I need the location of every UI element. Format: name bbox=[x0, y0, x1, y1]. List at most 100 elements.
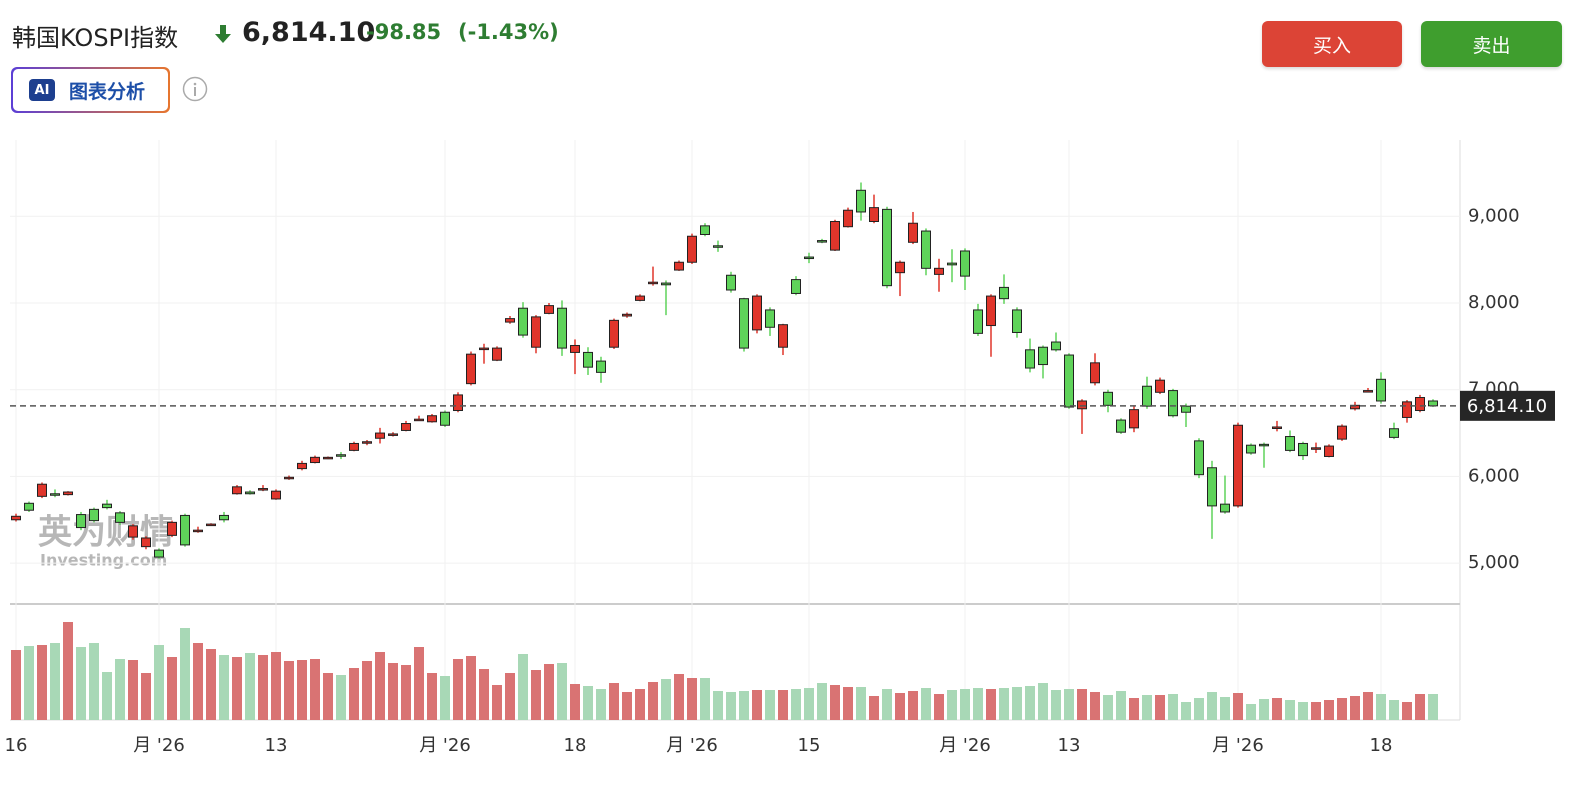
change-pct: (-1.43%) bbox=[458, 20, 559, 44]
x-tick-label: 13 bbox=[265, 735, 288, 756]
volume-bar bbox=[1103, 695, 1113, 720]
candle-body bbox=[1181, 405, 1191, 413]
volume-bar bbox=[570, 684, 580, 720]
sell-button[interactable]: 卖出 bbox=[1421, 21, 1562, 67]
volume-bar bbox=[1298, 702, 1308, 720]
candle-body bbox=[674, 261, 684, 271]
volume-bar bbox=[232, 657, 242, 720]
volume-bar bbox=[960, 689, 970, 720]
volume-bar bbox=[167, 657, 177, 720]
candle-body bbox=[180, 514, 190, 546]
candle-body bbox=[661, 282, 671, 286]
x-tick-label: 18 bbox=[564, 735, 587, 756]
candle-body bbox=[1337, 425, 1347, 440]
volume-bar bbox=[778, 690, 788, 720]
buy-button[interactable]: 买入 bbox=[1262, 21, 1402, 67]
volume-bar bbox=[1259, 699, 1269, 720]
volume-bar bbox=[635, 689, 645, 720]
candle-body bbox=[1207, 467, 1217, 507]
volume-bar bbox=[544, 664, 554, 720]
candle-body bbox=[726, 274, 736, 291]
candle-body bbox=[609, 319, 619, 348]
candle-body bbox=[713, 245, 723, 248]
watermark: 英为财情 bbox=[38, 513, 174, 553]
volume-bar bbox=[1116, 691, 1126, 720]
candle-body bbox=[1168, 390, 1178, 417]
volume-bar bbox=[531, 670, 541, 720]
volume-bar bbox=[1077, 689, 1087, 720]
candle-body bbox=[50, 493, 60, 496]
volume-bar bbox=[1363, 692, 1373, 720]
candle-body bbox=[492, 347, 502, 361]
x-tick-label: 月 '26 bbox=[1212, 735, 1264, 756]
volume-bar bbox=[24, 646, 34, 720]
candle-body bbox=[1415, 397, 1425, 412]
candle-body bbox=[141, 537, 151, 548]
candle-body bbox=[1233, 424, 1243, 507]
x-tick-label: 月 '26 bbox=[133, 735, 185, 756]
volume-bar bbox=[869, 696, 879, 720]
candle-body bbox=[336, 454, 346, 457]
candle-body bbox=[1402, 401, 1412, 418]
volume-bar bbox=[739, 691, 749, 720]
volume-bar bbox=[1233, 693, 1243, 720]
volume-bar bbox=[1337, 698, 1347, 720]
volume-bar bbox=[752, 690, 762, 720]
volume-bar bbox=[284, 661, 294, 720]
candle-body bbox=[622, 313, 632, 317]
volume-bar bbox=[947, 690, 957, 720]
candle-body bbox=[323, 456, 333, 460]
x-tick-label: 16 bbox=[5, 735, 28, 756]
volume-bar bbox=[362, 661, 372, 720]
candle-body bbox=[167, 521, 177, 536]
volume-bar bbox=[206, 649, 216, 720]
volume-bar bbox=[505, 673, 515, 720]
x-tick-label: 18 bbox=[1370, 735, 1393, 756]
ai-button[interactable]: AI 图表分析 bbox=[11, 67, 170, 113]
volume-bar bbox=[180, 628, 190, 720]
volume-bar bbox=[1246, 704, 1256, 720]
volume-bar bbox=[193, 643, 203, 720]
volume-bar bbox=[115, 659, 125, 720]
volume-bar bbox=[128, 660, 138, 720]
candle-body bbox=[310, 456, 320, 464]
candle-body bbox=[1090, 362, 1100, 384]
volume-bar bbox=[219, 655, 229, 720]
ai-badge: AI bbox=[29, 79, 55, 101]
volume-bar bbox=[401, 665, 411, 720]
candle-body bbox=[388, 433, 398, 436]
info-icon[interactable] bbox=[182, 76, 210, 104]
candle-body bbox=[11, 515, 21, 521]
candle-body bbox=[1038, 346, 1048, 366]
candle-body bbox=[154, 549, 164, 558]
candle-body bbox=[219, 514, 229, 521]
candle-body bbox=[700, 225, 710, 236]
volume-bar bbox=[1220, 697, 1230, 720]
candle-body bbox=[37, 483, 47, 497]
volume-bar bbox=[856, 687, 866, 720]
candle-body bbox=[830, 221, 840, 251]
volume-bar bbox=[1038, 683, 1048, 720]
candle-body bbox=[960, 250, 970, 277]
volume-bar bbox=[1064, 689, 1074, 720]
candle-body bbox=[479, 347, 489, 351]
candle-body bbox=[453, 394, 463, 412]
candle-body bbox=[1311, 447, 1321, 450]
candle-body bbox=[63, 491, 73, 496]
x-tick-label: 月 '26 bbox=[666, 735, 718, 756]
volume-bar bbox=[492, 685, 502, 720]
volume-bar bbox=[973, 688, 983, 720]
candle-body bbox=[1246, 444, 1256, 454]
volume-bar bbox=[882, 689, 892, 720]
candle-body bbox=[297, 462, 307, 470]
candle-body bbox=[401, 423, 411, 431]
candle-body bbox=[882, 208, 892, 287]
x-tick-label: 月 '26 bbox=[939, 735, 991, 756]
candle-body bbox=[232, 486, 242, 495]
candle-body bbox=[557, 307, 567, 349]
candle-body bbox=[349, 442, 359, 451]
candle-body bbox=[102, 503, 112, 509]
volume-bar bbox=[37, 645, 47, 720]
candle-body bbox=[544, 305, 554, 314]
